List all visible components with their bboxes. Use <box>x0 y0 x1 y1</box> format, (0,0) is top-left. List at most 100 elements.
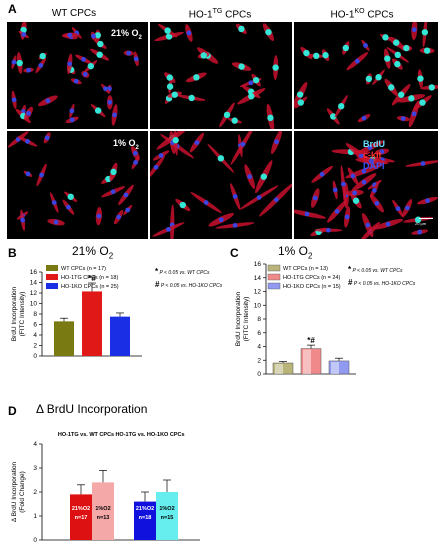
dapi-nucleus <box>385 221 391 227</box>
y-tick-label: 4 <box>33 332 37 339</box>
brdu-nucleus <box>384 55 391 62</box>
dapi-nucleus <box>39 172 45 178</box>
y-tick-label: 12 <box>30 290 38 297</box>
brdu-nucleus <box>193 74 200 81</box>
dapi-nucleus <box>166 226 171 232</box>
stain-ckit: c-kit <box>363 150 382 160</box>
brdu-nucleus <box>94 32 102 39</box>
dapi-nucleus <box>363 43 368 48</box>
panel-c-stat-hash: # P < 0.05 vs. HO-1KO CPCs <box>348 278 416 287</box>
significance-mark: *# <box>307 336 315 345</box>
legend-label: WT CPCs (n = 13) <box>283 266 328 272</box>
brdu-nucleus <box>322 52 329 59</box>
significance-mark: *# <box>88 274 96 283</box>
stain-legend: BrdU c-kit DAPI <box>363 139 385 172</box>
brdu-nucleus <box>231 117 238 124</box>
bar-label: 21%O2 <box>136 506 154 512</box>
dapi-nucleus <box>203 200 209 205</box>
y-tick-label: 8 <box>257 316 261 323</box>
y-tick-label: 12 <box>254 289 262 296</box>
y-tick-label: 0 <box>257 371 261 378</box>
dapi-nucleus <box>125 207 131 213</box>
dapi-nucleus <box>73 78 79 84</box>
brdu-nucleus <box>87 62 94 70</box>
brdu-nucleus <box>403 44 410 52</box>
y-tick-label: 4 <box>257 344 261 351</box>
brdu-nucleus <box>223 111 231 119</box>
brdu-nucleus <box>67 193 74 200</box>
dapi-nucleus <box>91 33 96 39</box>
dapi-nucleus <box>232 194 238 199</box>
brdu-nucleus <box>394 60 401 68</box>
panel-d-title: Δ BrdU Incorporation <box>36 402 148 416</box>
brdu-nucleus <box>417 75 424 82</box>
bar-n-label: n=18 <box>139 515 152 521</box>
dapi-nucleus <box>132 150 138 156</box>
y-tick-label: 6 <box>257 330 261 337</box>
dapi-nucleus <box>312 195 318 201</box>
dapi-nucleus <box>112 112 117 118</box>
column-header-ho1-ko: HO-1KO CPCs <box>330 8 394 21</box>
brdu-nucleus <box>303 49 310 57</box>
dapi-nucleus <box>361 168 367 174</box>
panel-c-title: 1% O2 <box>278 244 313 261</box>
dapi-nucleus <box>194 140 200 145</box>
dapi-nucleus <box>25 138 30 144</box>
dapi-nucleus <box>133 160 139 165</box>
dapi-nucleus <box>11 97 17 103</box>
dapi-nucleus <box>107 99 113 105</box>
legend-swatch <box>267 273 281 281</box>
dapi-nucleus <box>350 173 356 179</box>
dapi-nucleus <box>274 139 279 145</box>
column-header-wt: WT CPCs <box>51 8 97 19</box>
y-tick-label: 6 <box>33 322 37 329</box>
bar-n-label: n=15 <box>161 515 174 521</box>
y-tick-label: 10 <box>254 302 262 309</box>
bar <box>54 321 74 356</box>
dapi-nucleus <box>21 32 27 37</box>
brdu-nucleus <box>248 93 255 100</box>
y-tick-label: 14 <box>30 280 38 287</box>
dapi-nucleus <box>420 161 426 166</box>
micrograph-wt-21 <box>7 22 148 129</box>
bar-label: 1%O2 <box>159 506 174 512</box>
micrograph-tg-1-image <box>150 131 292 239</box>
dapi-nucleus <box>374 200 380 206</box>
brdu-nucleus <box>423 47 431 54</box>
panel-d-chart: 0 1 2 3 4 Δ BrdU Incorporation (Fold Change) HO… <box>11 432 200 544</box>
brdu-nucleus <box>330 113 337 120</box>
micrograph-tg-1 <box>150 131 292 239</box>
brdu-nucleus <box>165 33 173 40</box>
dapi-nucleus <box>51 200 57 205</box>
dapi-nucleus <box>69 108 75 114</box>
brdu-nucleus <box>96 51 103 58</box>
legend-swatch <box>46 283 58 289</box>
brdu-nucleus <box>110 168 117 176</box>
dapi-nucleus <box>110 189 116 195</box>
dapi-nucleus <box>232 223 238 228</box>
brdu-nucleus <box>408 95 415 102</box>
dapi-nucleus <box>81 56 86 62</box>
micrograph-tg-21-image <box>154 23 279 129</box>
dapi-nucleus <box>400 116 406 122</box>
legend-swatch <box>46 265 58 271</box>
brdu-nucleus <box>272 64 279 71</box>
panel-d-letter: D <box>8 404 17 418</box>
dapi-nucleus <box>368 158 374 164</box>
ckit-cell <box>294 209 327 219</box>
dapi-nucleus <box>365 222 371 228</box>
micrograph-ko-21 <box>294 22 438 129</box>
brdu-nucleus <box>394 51 401 59</box>
dapi-nucleus <box>371 187 377 193</box>
dapi-nucleus <box>395 206 401 212</box>
dapi-nucleus <box>256 195 262 200</box>
dapi-nucleus <box>304 211 310 217</box>
y-tick-label: 4 <box>33 441 37 448</box>
dapi-nucleus <box>11 59 17 65</box>
legend-swatch <box>46 274 58 280</box>
micrograph-ko-1-image <box>294 140 438 239</box>
bar <box>82 291 102 356</box>
legend-label: HO-1KO CPCs (n = 25) <box>61 284 119 290</box>
dapi-nucleus <box>153 164 159 170</box>
y-tick-label: 0 <box>33 353 37 360</box>
